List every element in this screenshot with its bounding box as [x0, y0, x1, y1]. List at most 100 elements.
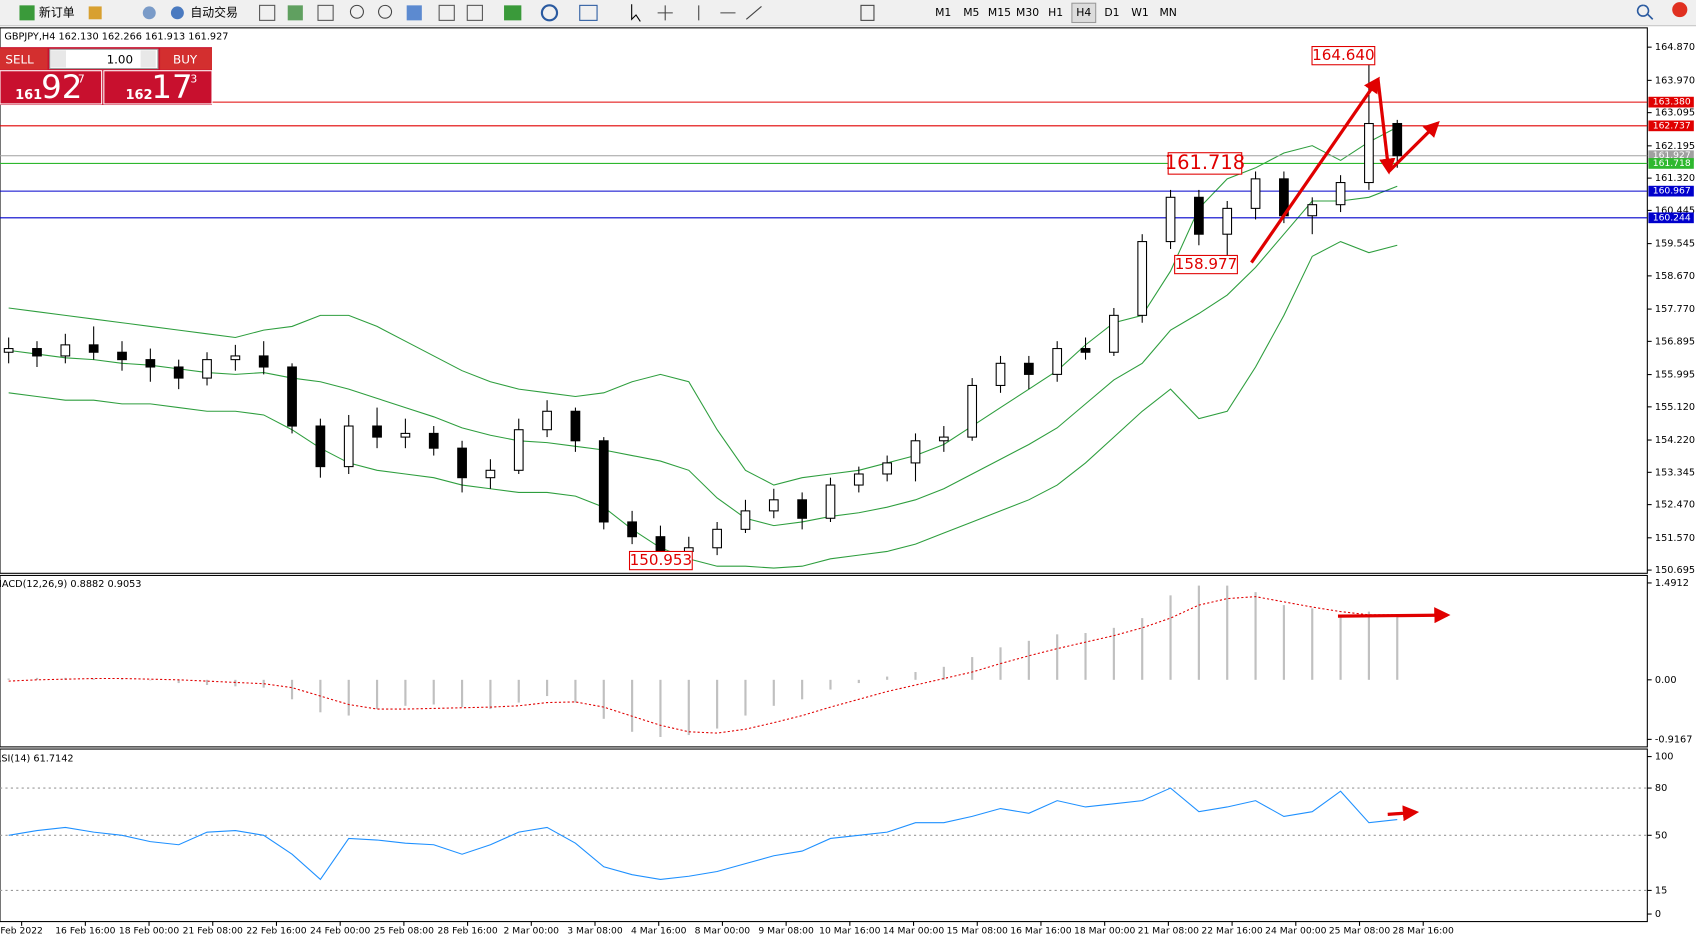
macd-bar [942, 666, 945, 680]
macd-bar [857, 679, 860, 684]
candle-body [910, 440, 921, 464]
buy-button[interactable] [160, 48, 212, 70]
toolbar-icon[interactable] [317, 4, 334, 21]
sell-label[interactable]: SELL [5, 53, 34, 67]
indicators-icon[interactable] [504, 5, 522, 21]
price-prefix: 162 [125, 88, 152, 103]
timeframe-button[interactable]: MN [1159, 6, 1176, 19]
macd-bar [1112, 627, 1115, 680]
crosshair-tool[interactable] [657, 5, 673, 21]
toolbar-icon[interactable] [259, 4, 276, 21]
lots-input[interactable] [49, 48, 159, 70]
toolbar-icon[interactable] [466, 4, 483, 21]
timeframe-button[interactable]: H4 [1076, 6, 1091, 19]
macd-bar [489, 679, 492, 710]
toolbar-icon[interactable] [88, 6, 102, 20]
candle-body [258, 355, 269, 368]
x-tick-label: 24 Feb 00:00 [310, 927, 370, 937]
search[interactable] [1636, 4, 1654, 20]
timeframe-button[interactable]: M1 [935, 6, 951, 19]
price-level-tag [1648, 185, 1694, 197]
new-order-icon[interactable] [19, 5, 35, 21]
timeframe-button[interactable]: M5 [963, 6, 979, 19]
macd-bar [1056, 634, 1059, 680]
macd-bar [602, 679, 605, 719]
candle-body [145, 359, 156, 368]
y-tick-label: 164.870 [1655, 42, 1695, 53]
buy-label[interactable]: BUY [173, 53, 198, 67]
price-annotation-box [1174, 254, 1238, 275]
macd-bar [1084, 633, 1087, 680]
timeframe-button[interactable]: M30 [1016, 6, 1039, 19]
candle-body [1108, 314, 1119, 353]
candle-body [655, 536, 666, 552]
text-label-tool[interactable] [860, 4, 875, 21]
timeframe-button[interactable]: W1 [1131, 6, 1149, 19]
macd-bar [517, 679, 520, 703]
macd-bar [772, 679, 775, 706]
x-tick-label: 28 Mar 16:00 [1393, 927, 1454, 937]
toolbar-icon[interactable] [287, 5, 303, 21]
lots-value[interactable]: 1.00 [107, 53, 133, 67]
x-tick-label: 4 Mar 16:00 [631, 927, 687, 937]
x-tick-label: 25 Mar 08:00 [1329, 927, 1390, 937]
toolbar-icon[interactable] [406, 5, 422, 21]
candle-body [853, 473, 864, 486]
line-tools[interactable] [698, 5, 762, 21]
x-tick-label: Feb 2022 [0, 927, 43, 937]
auto-trading-icon[interactable] [170, 6, 184, 20]
toolbar-icon[interactable] [142, 6, 156, 20]
candle-body [60, 344, 71, 357]
candle-body [542, 410, 552, 431]
price-sup: 3 [190, 72, 197, 85]
y-tick-label: 155.120 [1655, 402, 1695, 413]
x-tick-label: 9 Mar 08:00 [758, 927, 814, 937]
y-tick-label: 100 [1655, 752, 1674, 763]
notifications[interactable] [1672, 2, 1688, 18]
x-tick-label: 28 Feb 16:00 [437, 927, 497, 937]
toolbar-icon[interactable] [438, 4, 455, 21]
y-tick-label: 157.770 [1655, 304, 1695, 315]
candle-body [995, 362, 1006, 386]
active-timeframe[interactable] [1071, 2, 1097, 24]
x-tick-label: 18 Feb 00:00 [119, 927, 179, 937]
x-tick-label: 24 Mar 00:00 [1265, 927, 1326, 937]
candle-body [315, 425, 326, 468]
candle-body [627, 521, 637, 538]
sell-button[interactable] [0, 48, 48, 70]
candle-body [202, 359, 212, 379]
timeframe-button[interactable]: D1 [1104, 6, 1119, 19]
new-order-button[interactable]: 新订单 [39, 5, 75, 19]
x-tick-label: 21 Mar 08:00 [1138, 927, 1199, 937]
x-tick-label: 2 Mar 00:00 [504, 927, 560, 937]
cursor-tool[interactable] [631, 4, 641, 22]
rsi-header: RSI(14) 61.7142 [0, 754, 74, 765]
candle-body [88, 344, 99, 353]
auto-trading-button[interactable]: 自动交易 [190, 5, 238, 19]
price-level-label: 162.737 [1653, 121, 1691, 131]
timeframe-button[interactable]: H1 [1048, 6, 1063, 19]
y-tick-label: 153.345 [1655, 467, 1695, 478]
macd-bar [914, 672, 917, 680]
candle-body [173, 366, 184, 379]
bollinger-lower [8, 240, 1398, 569]
candle-body [938, 436, 949, 442]
price-level-label: 163.380 [1653, 98, 1691, 108]
buy-price[interactable] [103, 70, 213, 105]
candle-body [797, 499, 808, 519]
price-annotation-box [628, 550, 693, 571]
sell-price[interactable] [0, 70, 103, 105]
templates-icon[interactable] [579, 4, 598, 21]
price-annotation-box [1167, 152, 1243, 175]
zoom-out[interactable] [378, 4, 393, 19]
price-sup: 7 [78, 72, 85, 85]
timeframe-button[interactable]: M15 [988, 6, 1011, 19]
candle-body [400, 432, 411, 438]
zoom-in[interactable] [349, 4, 364, 19]
lots-down[interactable] [50, 50, 66, 68]
lots-up[interactable] [140, 50, 156, 68]
x-tick-label: 22 Feb 16:00 [246, 927, 306, 937]
price-annotation-box [1311, 45, 1376, 66]
y-tick-label: 163.970 [1655, 75, 1695, 86]
periods-icon[interactable] [540, 4, 559, 22]
